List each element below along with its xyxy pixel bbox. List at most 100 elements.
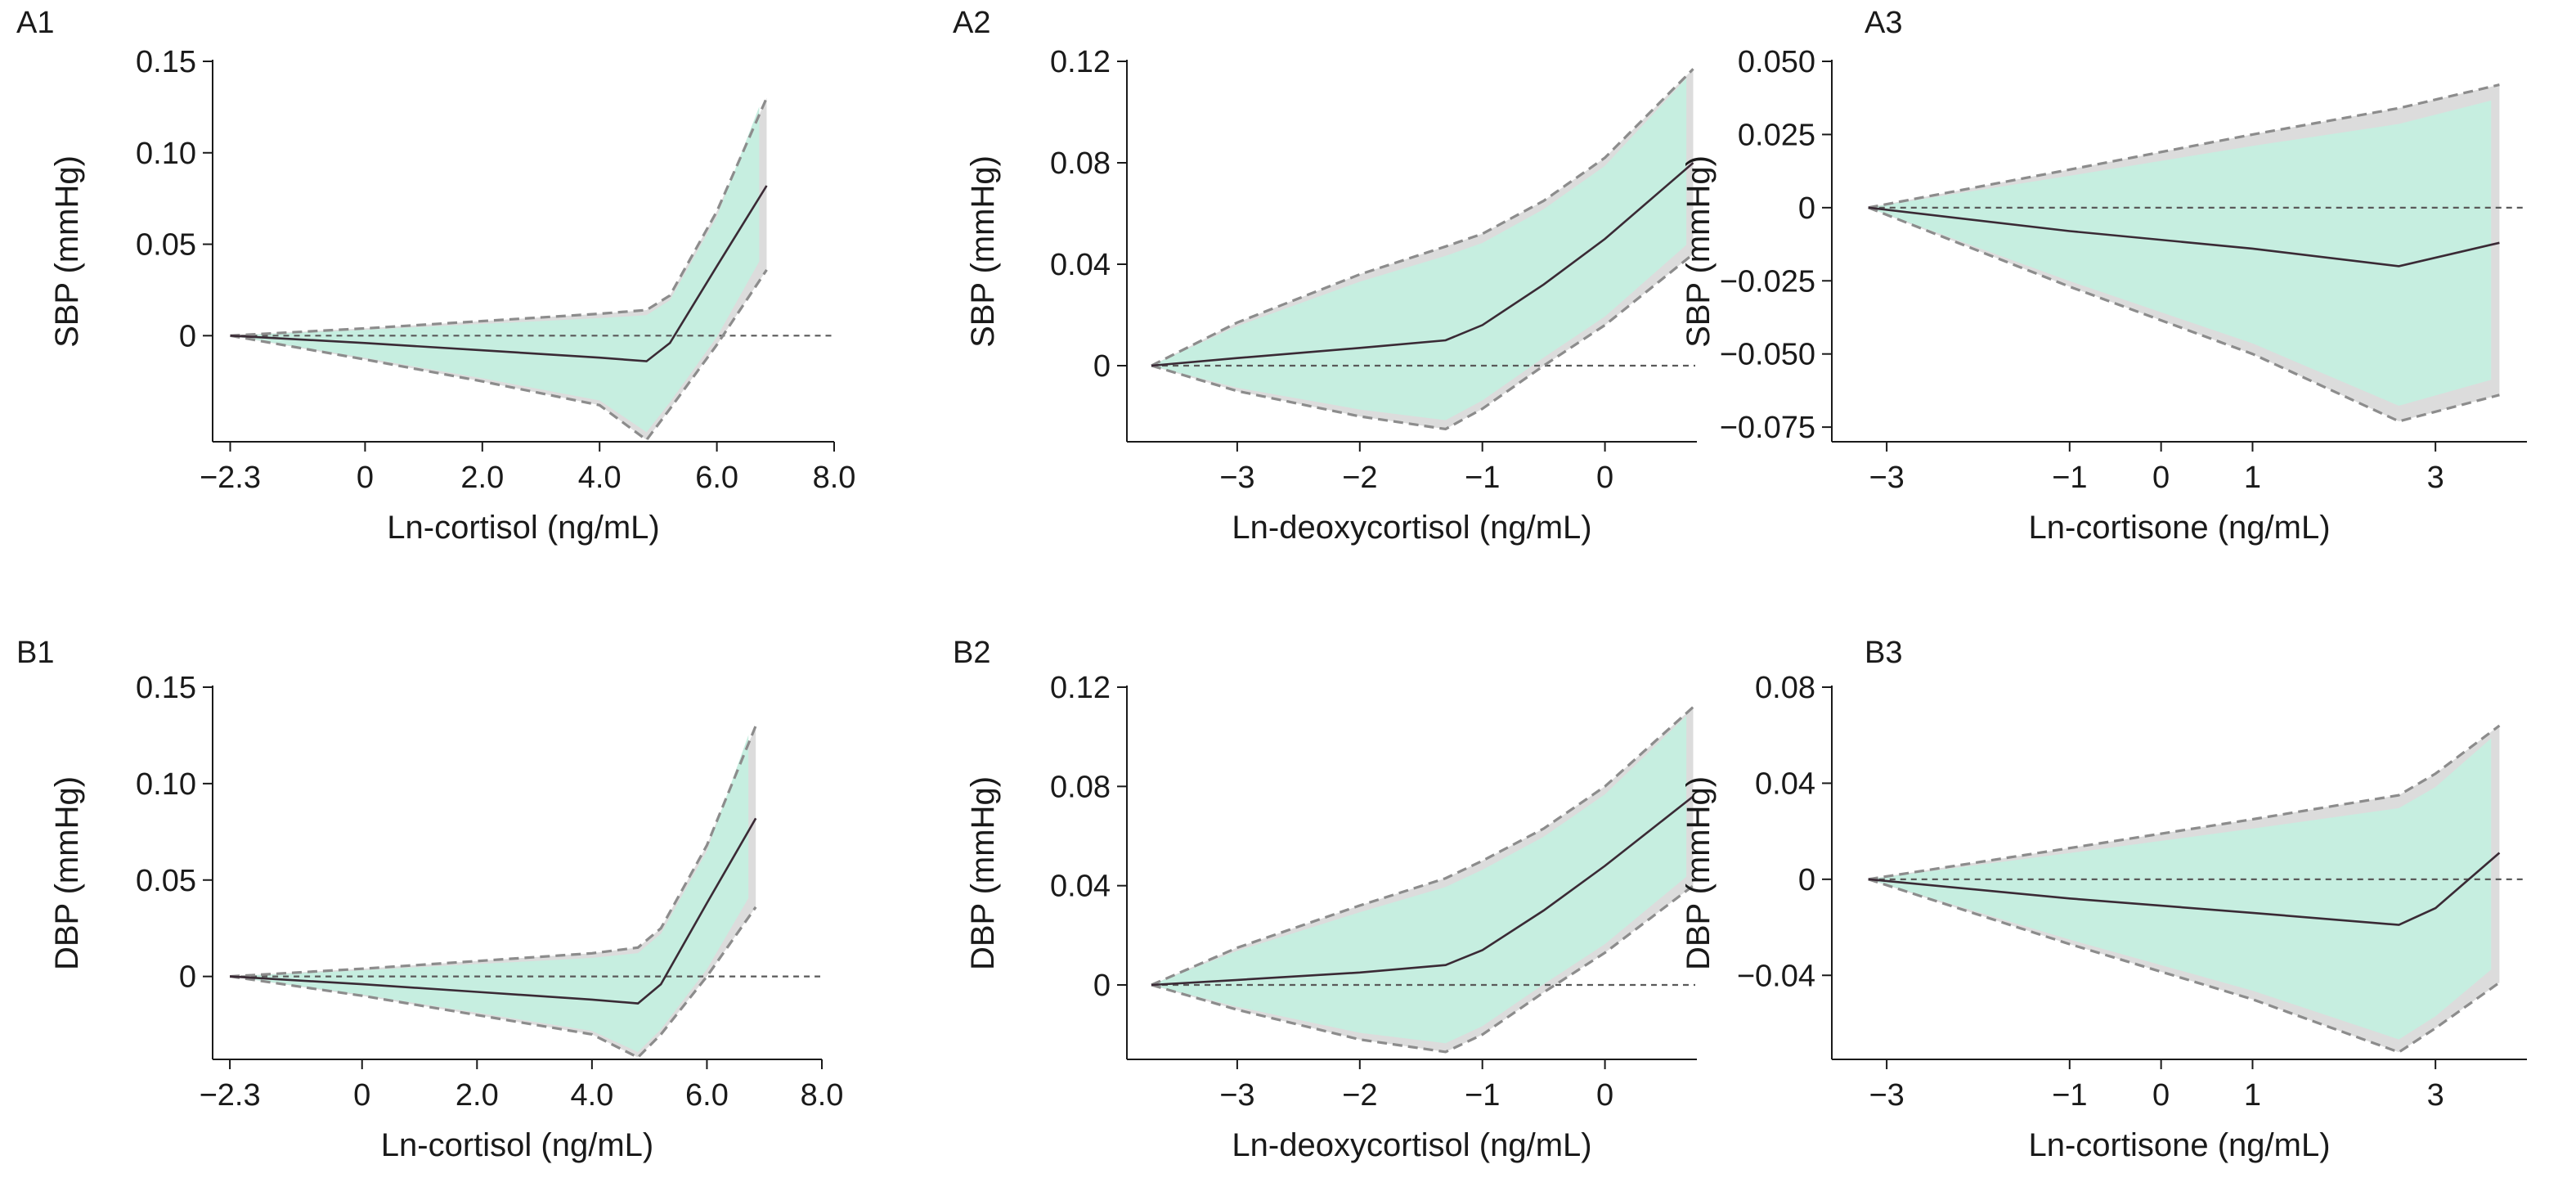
x-tick-label: 0	[357, 461, 374, 495]
y-axis-title: SBP (mmHg)	[49, 155, 85, 348]
x-tick-label: 0	[353, 1078, 370, 1113]
x-tick-label: 6.0	[685, 1078, 729, 1113]
ci-upper-bound	[1151, 706, 1694, 987]
y-tick-label: 0.12	[1050, 671, 1111, 705]
panel-label: B1	[16, 636, 54, 670]
x-tick-label: 3	[2427, 1078, 2444, 1113]
x-axis-title: Ln-cortisol (ng/mL)	[381, 1127, 653, 1163]
y-axis-title: SBP (mmHg)	[965, 155, 1001, 348]
estimate-line	[1868, 206, 2500, 268]
y-tick-label: 0.04	[1755, 767, 1815, 801]
ci-upper-bound	[1868, 724, 2501, 881]
y-tick-label: −0.075	[1720, 411, 1815, 445]
ci-band	[1868, 738, 2492, 1040]
y-tick-label: 0.05	[136, 864, 196, 898]
panel-label: B3	[1865, 636, 1902, 670]
x-axis-title: Ln-cortisone (ng/mL)	[2028, 1127, 2330, 1163]
estimate-line	[230, 817, 757, 1005]
panel-a1: −2.3 0 2.0 4.0 6.0 8.0 0 0.05 0.10 0.15 Ln-cortiso…	[16, 6, 855, 546]
panel-label: B2	[953, 636, 990, 670]
y-tick-label: 0.05	[136, 228, 196, 263]
x-axis-title: Ln-cortisone (ng/mL)	[2028, 510, 2330, 546]
ci-lower-bound	[1151, 253, 1694, 431]
x-axis-title: Ln-cortisol (ng/mL)	[387, 510, 659, 546]
ci-band	[230, 735, 749, 1052]
y-tick-label: 0.08	[1755, 671, 1815, 705]
y-tick-label: 0.15	[136, 671, 196, 705]
y-axis-title: DBP (mmHg)	[1681, 776, 1717, 970]
x-tick-label: 1	[2244, 461, 2261, 495]
y-tick-label: 0.10	[136, 767, 196, 802]
y-tick-label: 0.04	[1050, 248, 1111, 282]
estimate-line	[1151, 162, 1694, 367]
x-axis-title: Ln-deoxycortisol (ng/mL)	[1232, 510, 1591, 546]
ci-upper-bound	[1151, 68, 1694, 367]
y-tick-label: −0.025	[1720, 264, 1815, 299]
panel-b3: −3 −1 0 1 3 −0.04 0 0.04 0.08 Ln-cortisone (ng/mL…	[1681, 636, 2527, 1163]
x-tick-label: −2.3	[200, 1078, 261, 1113]
x-tick-label: −3	[1219, 461, 1254, 495]
ci-lower-bound	[230, 269, 768, 443]
ci-band	[1151, 78, 1687, 420]
panel-a2: −3 −2 −1 0 0 0.04 0.08 0.12 Ln-deoxycortisol (ng…	[953, 6, 1697, 546]
x-tick-label: 0	[1596, 461, 1613, 495]
y-axis-title: DBP (mmHg)	[49, 776, 85, 970]
ci-upper-bound	[230, 97, 768, 337]
x-tick-label: 2.0	[456, 1078, 499, 1113]
y-tick-label: 0.08	[1050, 770, 1111, 804]
x-tick-label: −3	[1219, 1078, 1254, 1113]
x-tick-label: 1	[2244, 1078, 2261, 1113]
y-tick-label: 0.15	[136, 45, 196, 79]
x-tick-label: −3	[1869, 1078, 1904, 1113]
x-tick-label: 2.0	[460, 461, 504, 495]
y-tick-label: 0.10	[136, 137, 196, 171]
panel-label: A2	[953, 6, 990, 40]
x-axis-title: Ln-deoxycortisol (ng/mL)	[1232, 1127, 1591, 1163]
y-tick-label: 0	[179, 319, 196, 353]
ci-band	[1868, 100, 2492, 407]
x-tick-label: 8.0	[801, 1078, 844, 1113]
y-tick-label: 0.12	[1050, 45, 1111, 79]
panel-label: A3	[1865, 6, 1902, 40]
ci-upper-bound	[1868, 83, 2500, 209]
y-tick-label: 0	[1798, 191, 1815, 226]
x-tick-label: −2	[1342, 461, 1377, 495]
y-tick-label: 0.050	[1738, 45, 1815, 79]
x-tick-label: −1	[1465, 1078, 1500, 1113]
x-tick-label: 4.0	[578, 461, 622, 495]
x-tick-label: −3	[1869, 461, 1904, 495]
x-tick-label: −1	[2052, 1078, 2087, 1113]
estimate-line	[230, 185, 768, 362]
panel-b1: −2.3 0 2.0 4.0 6.0 8.0 0 0.05 0.10 0.15 Ln-cortiso…	[16, 636, 843, 1163]
estimate-line	[1151, 795, 1694, 987]
y-tick-label: 0	[179, 960, 196, 995]
x-tick-label: 0	[2152, 1078, 2170, 1113]
x-tick-label: 6.0	[695, 461, 738, 495]
ci-band	[1151, 716, 1687, 1044]
y-tick-label: −0.050	[1720, 338, 1815, 372]
x-tick-label: −2	[1342, 1078, 1377, 1113]
ci-lower-bound	[1868, 878, 2501, 1054]
y-tick-label: −0.04	[1737, 959, 1815, 993]
y-tick-label: 0.025	[1738, 118, 1815, 152]
ci-upper-bound	[230, 725, 757, 978]
panel-a3: −3 −1 0 1 3 −0.075 −0.050 −0.025 0 0.025 0.050 Ln-c…	[1681, 6, 2527, 546]
x-tick-label: 3	[2427, 461, 2444, 495]
y-tick-label: 0	[1798, 863, 1815, 897]
y-axis-title: DBP (mmHg)	[965, 776, 1001, 970]
x-tick-label: −1	[1465, 461, 1500, 495]
ci-lower-bound	[1151, 884, 1694, 1054]
panel-label: A1	[16, 6, 54, 40]
ci-lower-bound	[229, 906, 757, 1059]
y-tick-label: 0	[1093, 349, 1111, 384]
y-tick-label: 0.04	[1050, 870, 1111, 904]
y-tick-label: 0	[1093, 969, 1111, 1003]
ci-lower-bound	[1868, 206, 2500, 423]
panel-b2: −3 −2 −1 0 0 0.04 0.08 0.12 Ln-deoxycortisol (ng…	[953, 636, 1697, 1163]
y-axis-title: SBP (mmHg)	[1681, 155, 1717, 348]
x-tick-label: 8.0	[813, 461, 856, 495]
x-tick-label: 0	[1596, 1078, 1613, 1113]
x-tick-label: 0	[2152, 461, 2170, 495]
y-tick-label: 0.08	[1050, 146, 1111, 181]
